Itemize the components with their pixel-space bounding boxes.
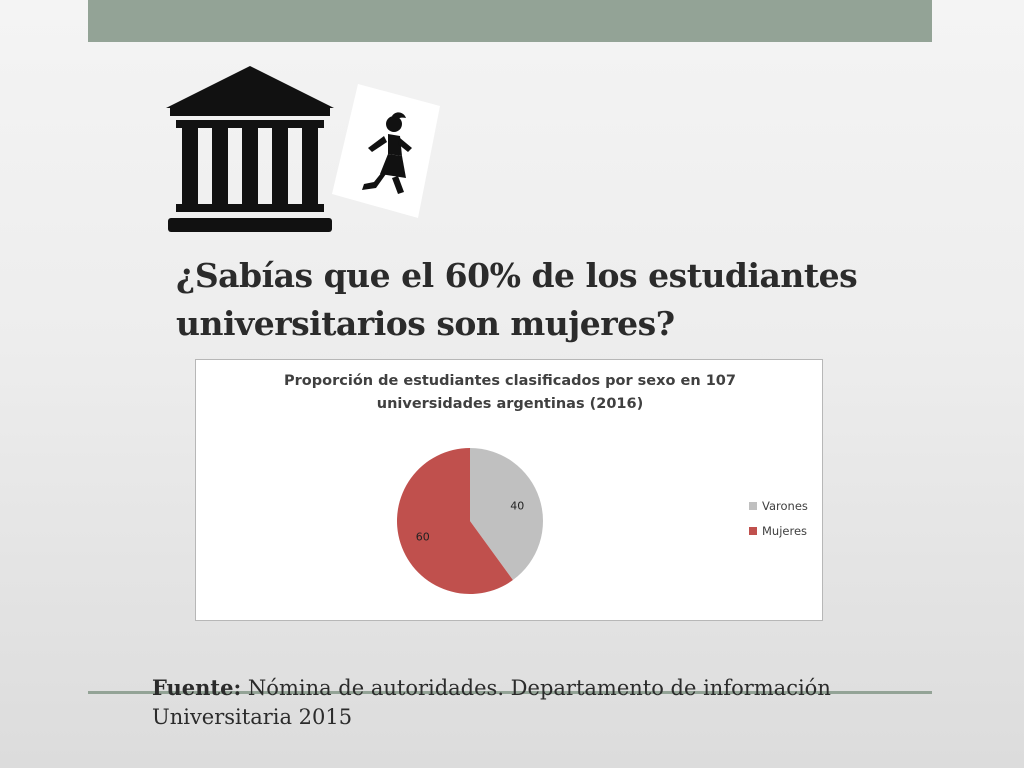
pie-chart-canvas: 40 60: [397, 448, 543, 594]
pie-chart: Proporción de estudiantes clasificados p…: [195, 359, 823, 621]
pie-slice-varones: [470, 448, 543, 581]
woman-running-icon: [332, 84, 440, 218]
footer-divider: [88, 691, 932, 694]
data-label-varones: 40: [510, 500, 524, 513]
top-accent-bar: [88, 0, 932, 42]
source-label: Fuente:: [152, 675, 242, 700]
university-building-icon: [164, 64, 336, 236]
legend-swatch-mujeres: [749, 527, 757, 535]
legend-item-varones: Varones: [749, 499, 808, 513]
data-label-mujeres: 60: [416, 530, 430, 543]
chart-legend: Varones Mujeres: [749, 499, 808, 549]
chart-title: Proporción de estudiantes clasificados p…: [284, 373, 736, 412]
legend-label-varones: Varones: [762, 499, 808, 513]
pie-slice-mujeres: [397, 448, 513, 594]
legend-label-mujeres: Mujeres: [762, 524, 808, 538]
legend-swatch-varones: [749, 502, 757, 510]
source-text: Nómina de autoridades. Departamento de i…: [152, 676, 831, 729]
source-note: Fuente: Nómina de autoridades. Departame…: [152, 673, 832, 732]
page-title: ¿Sabías que el 60% de los estudiantes un…: [176, 256, 858, 343]
legend-item-mujeres: Mujeres: [749, 524, 808, 538]
